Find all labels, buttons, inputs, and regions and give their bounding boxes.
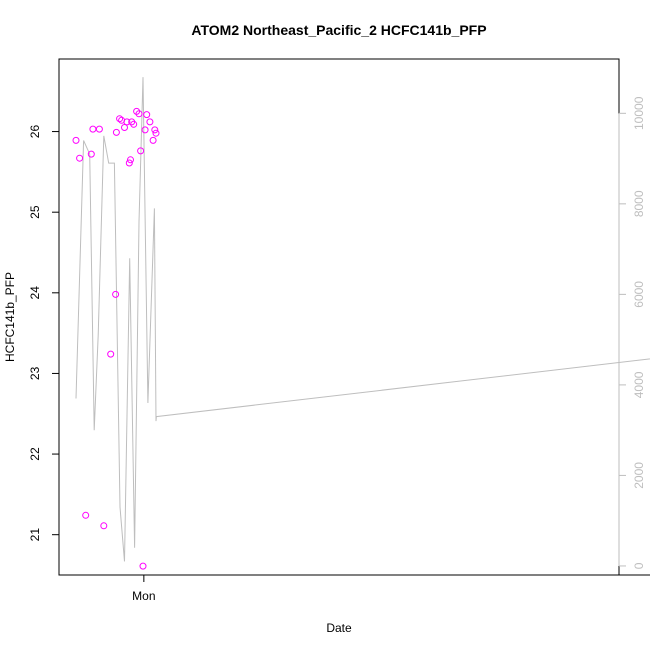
data-point: [139, 562, 147, 570]
x-axis-label: Date: [326, 621, 352, 635]
series-line: [75, 77, 650, 562]
data-point: [112, 128, 120, 136]
y2-tick-label: 10000: [632, 96, 646, 130]
data-point: [127, 156, 134, 164]
y-tick-label: 24: [28, 286, 42, 300]
y2-tick-label: 6000: [632, 281, 646, 308]
axes: MonTue2122232425260200040006000800010000: [28, 96, 650, 603]
data-point: [72, 136, 80, 144]
data-point: [100, 522, 108, 530]
data-point: [151, 126, 159, 134]
data-point: [89, 125, 97, 133]
data-point: [116, 115, 124, 123]
data-point: [130, 120, 138, 128]
data-point: [137, 147, 145, 155]
plot-frame: [58, 58, 620, 576]
y2-tick-label: 4000: [632, 371, 646, 398]
x-tick-label: Mon: [132, 589, 155, 603]
data-point: [125, 159, 133, 167]
data-point: [82, 511, 90, 519]
data-point: [95, 125, 103, 133]
data-point: [135, 110, 143, 118]
data-point: [123, 118, 131, 126]
chart-title: ATOM2 Northeast_Pacific_2 HCFC141b_PFP: [191, 22, 486, 38]
data-point: [121, 124, 128, 131]
data-point: [141, 126, 149, 134]
y-tick-label: 22: [28, 447, 42, 461]
y-tick-label: 25: [28, 205, 42, 219]
data-point: [107, 350, 115, 358]
y-tick-label: 26: [28, 125, 42, 139]
data-point: [87, 150, 95, 158]
data-point: [76, 154, 84, 162]
y2-tick-label: 0: [632, 562, 646, 569]
data-point: [112, 290, 120, 298]
data-point: [143, 111, 151, 119]
data-point: [133, 107, 141, 115]
line-series: [75, 77, 650, 562]
data-point: [149, 136, 157, 144]
data-point: [146, 118, 154, 126]
y-axis-label: HCFC141b_PFP: [3, 272, 17, 362]
y2-tick-label: 8000: [632, 190, 646, 217]
point-series: [72, 107, 160, 570]
y2-tick-label: 2000: [632, 462, 646, 489]
y-tick-label: 21: [28, 528, 42, 542]
data-point: [152, 129, 160, 137]
y-tick-label: 23: [28, 366, 42, 380]
